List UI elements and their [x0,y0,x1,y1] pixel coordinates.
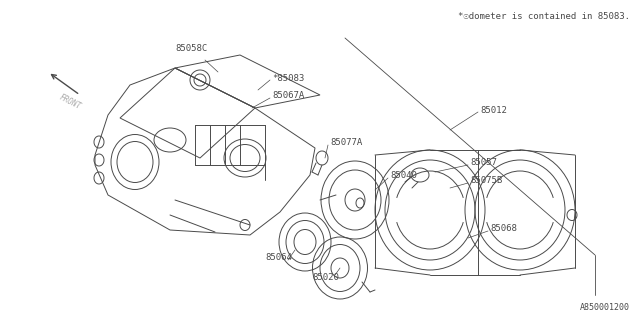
Text: 85057: 85057 [470,157,497,166]
Text: 85077A: 85077A [330,138,362,147]
Text: 85067A: 85067A [272,91,304,100]
Text: 85068: 85068 [490,223,517,233]
Text: 85058C: 85058C [175,44,207,52]
Text: 85064: 85064 [265,253,292,262]
Text: 85075B: 85075B [470,175,502,185]
Text: 85012: 85012 [480,106,507,115]
Text: *85083: *85083 [272,74,304,83]
Text: A850001200: A850001200 [580,303,630,312]
Text: 85040: 85040 [390,171,417,180]
Text: 85020: 85020 [312,274,339,283]
Text: *☉dometer is contained in 85083.: *☉dometer is contained in 85083. [458,12,630,21]
Text: FRONT: FRONT [58,93,83,111]
